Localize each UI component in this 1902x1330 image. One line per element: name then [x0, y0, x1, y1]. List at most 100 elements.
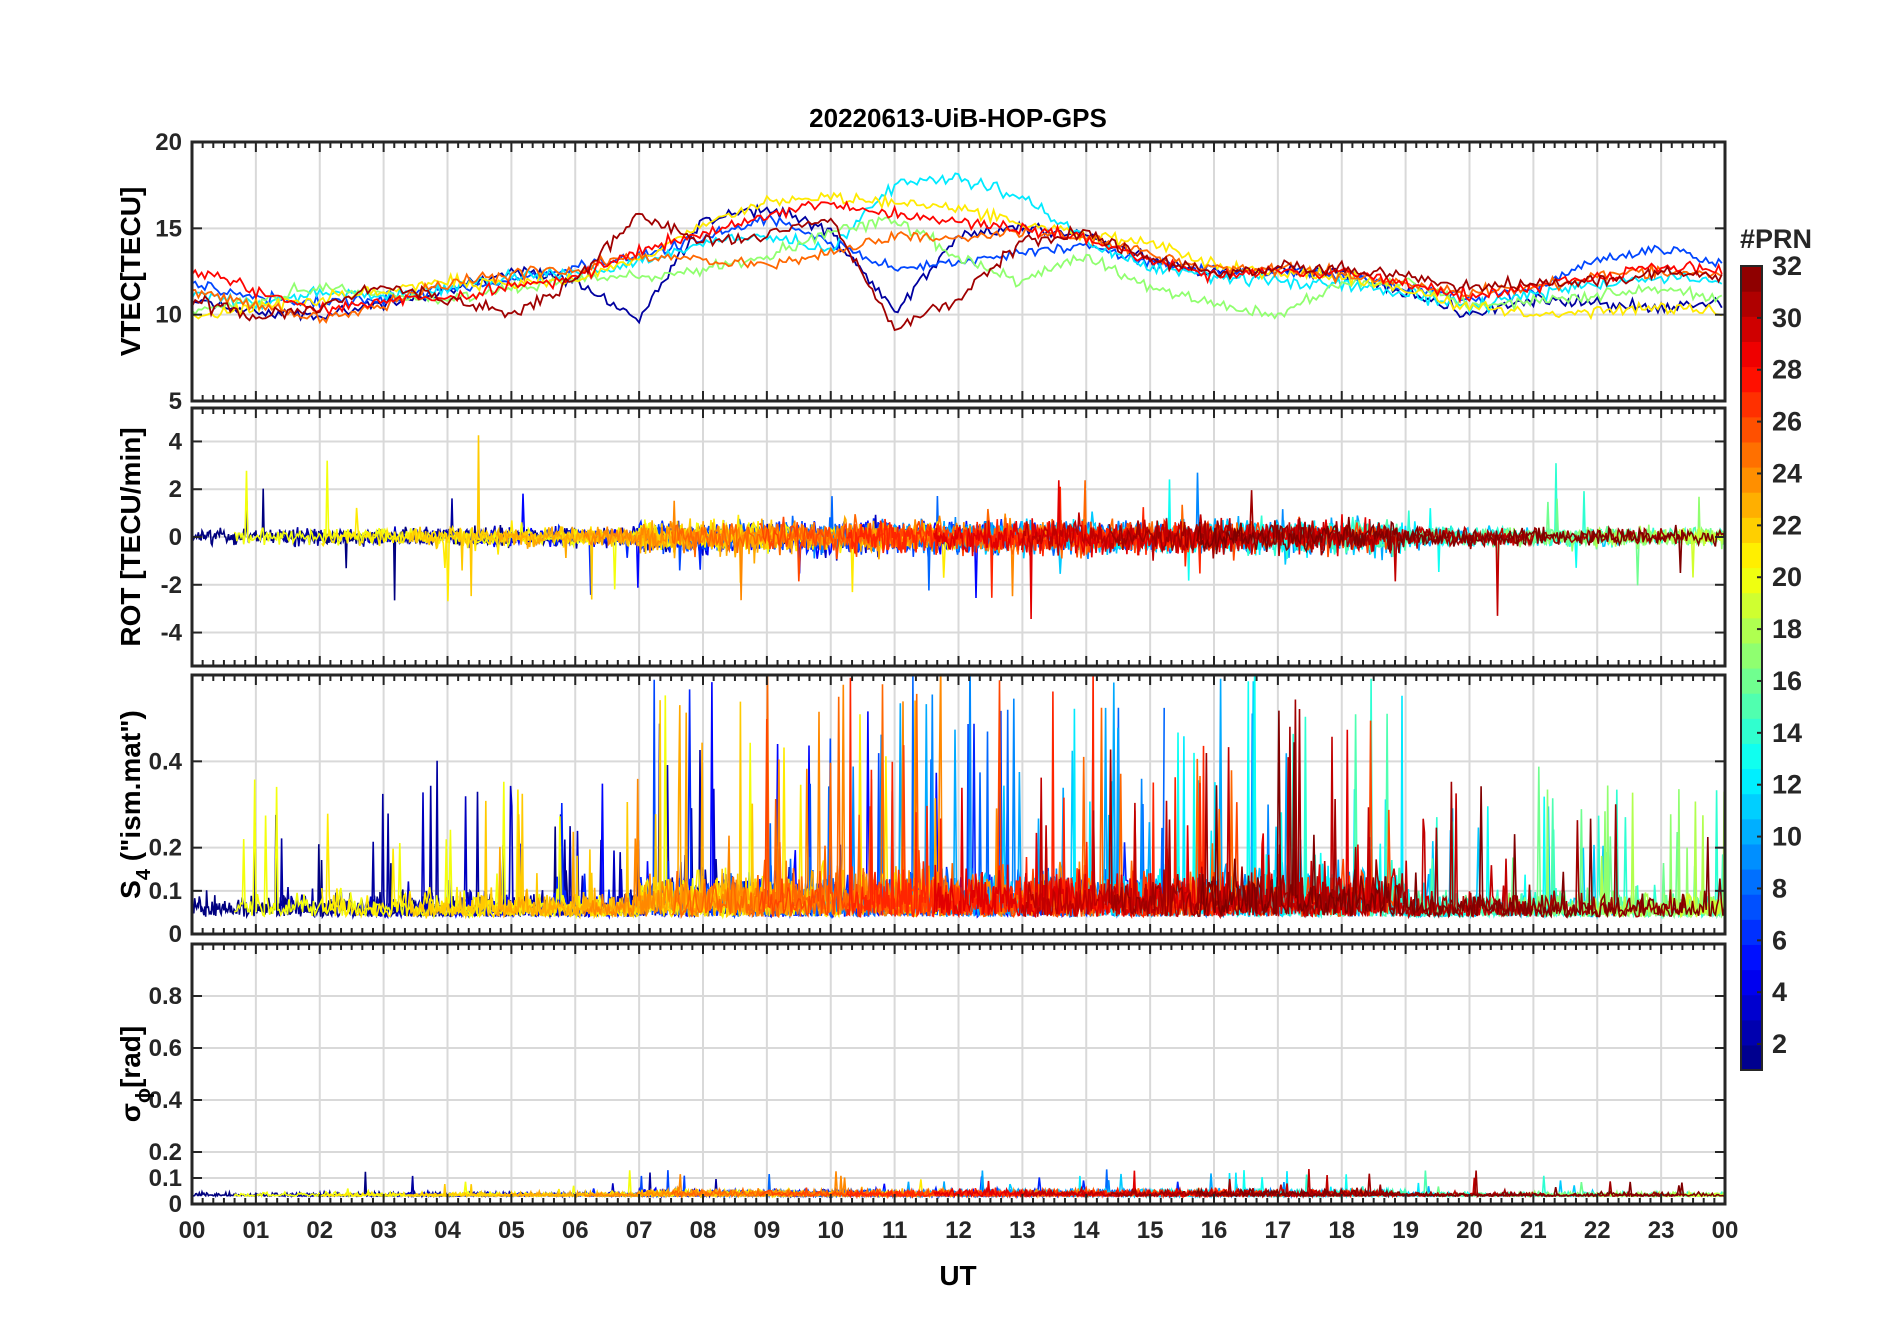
colorbar-swatch — [1741, 818, 1762, 845]
colorbar-swatch — [1741, 492, 1762, 518]
colorbar-tick-label: 30 — [1772, 303, 1802, 333]
colorbar-tick-label: 10 — [1772, 822, 1802, 852]
colorbar-tick-label: 14 — [1772, 718, 1802, 748]
colorbar-swatch — [1741, 266, 1762, 292]
x-tick-label: 14 — [1073, 1217, 1100, 1244]
panel-rot: -4 -2 0 2 4 ROT [TECU/min] — [115, 406, 1727, 668]
colorbar-swatch — [1741, 1044, 1762, 1071]
y-axis-label-vtec: VTEC[TECU] — [115, 187, 146, 357]
series-prn-31 — [192, 212, 1723, 332]
x-tick-label: 02 — [306, 1217, 333, 1244]
y-axis-label-s4: S4 ("ism.mat") — [115, 710, 155, 899]
x-tick-label: 01 — [243, 1217, 270, 1244]
colorbar-tick-label: 20 — [1772, 562, 1802, 592]
x-tick-label: 16 — [1201, 1217, 1228, 1244]
y-tick-label: 0.4 — [149, 748, 183, 775]
x-axis: 00 01 02 03 04 05 06 07 08 09 10 11 12 13 14 15 16 17 18 19… — [179, 1217, 1739, 1244]
colorbar-tick-label: 18 — [1772, 614, 1802, 644]
colorbar-swatch — [1741, 718, 1762, 744]
x-tick-label: 21 — [1520, 1217, 1547, 1244]
chart-title: 20220613-UiB-HOP-GPS — [809, 103, 1107, 133]
x-tick-label: 11 — [882, 1217, 907, 1244]
colorbar-swatch — [1741, 944, 1762, 971]
x-tick-label: 23 — [1648, 1217, 1675, 1244]
colorbar-tick-label: 24 — [1772, 458, 1802, 488]
colorbar-swatch — [1741, 467, 1762, 493]
series-group — [192, 172, 1723, 332]
x-tick-label: 04 — [434, 1217, 461, 1244]
colorbar-swatch — [1741, 416, 1762, 443]
series-prn-31 — [1108, 490, 1685, 559]
y-tick-label: -2 — [161, 572, 182, 599]
colorbar-frame — [1740, 265, 1763, 1071]
colorbar-tick-label: 2 — [1772, 1029, 1787, 1059]
panel-s4: 0 0.1 0.2 0.4S4 ("ism.mat") — [115, 673, 1727, 948]
colorbar-swatch — [1741, 517, 1762, 543]
series-prn-17 — [192, 216, 1723, 320]
x-tick-label: 15 — [1137, 1217, 1164, 1244]
y-tick-label: 0.6 — [149, 1035, 182, 1062]
colorbar-swatch — [1741, 869, 1762, 895]
colorbar-swatch — [1741, 768, 1762, 795]
colorbar-tick-label: 12 — [1772, 770, 1802, 800]
x-tick-label: 03 — [370, 1217, 397, 1244]
colorbar-swatch — [1741, 291, 1762, 317]
y-tick-label: 0.1 — [149, 1165, 182, 1192]
y-axis-label-sigphi: σϕ[rad] — [115, 1026, 155, 1122]
x-tick-label: 12 — [945, 1217, 972, 1244]
y-tick-label: 10 — [155, 302, 182, 329]
y-tick-label: 0 — [169, 524, 182, 551]
x-tick-label: 00 — [1712, 1217, 1739, 1244]
y-tick-label: 4 — [169, 428, 183, 455]
x-axis-label: UT — [939, 1260, 976, 1291]
colorbar-swatch — [1741, 391, 1762, 418]
x-tick-label: 18 — [1328, 1217, 1355, 1244]
colorbar-swatch — [1741, 366, 1762, 393]
colorbar-swatch — [1741, 316, 1762, 342]
colorbar-tick-label: 4 — [1772, 977, 1787, 1007]
colorbar-swatch — [1741, 592, 1762, 619]
series-prn-25 — [192, 226, 1723, 324]
series-prn-32 — [1196, 1181, 1725, 1199]
x-tick-label: 09 — [754, 1217, 781, 1244]
y-tick-label: 5 — [169, 388, 182, 415]
x-tick-label: 22 — [1584, 1217, 1611, 1244]
series-prn-32 — [1196, 710, 1725, 919]
series-prn-32 — [1196, 516, 1725, 574]
y-tick-label: 0.8 — [149, 983, 182, 1010]
y-axis-label-rot: ROT [TECU/min] — [115, 427, 146, 646]
y-tick-label: 20 — [155, 129, 182, 156]
series-group — [192, 435, 1725, 620]
colorbar-swatch — [1741, 843, 1762, 870]
colorbar-swatch — [1741, 341, 1762, 368]
colorbar-swatch — [1741, 668, 1762, 694]
colorbar-tick-label: 26 — [1772, 407, 1802, 437]
y-tick-label: 2 — [169, 476, 182, 503]
colorbar-swatch — [1741, 642, 1762, 669]
colorbar-swatch — [1741, 743, 1762, 770]
series-prn-28 — [192, 200, 1723, 317]
colorbar-swatch — [1741, 919, 1762, 945]
colorbar-swatch — [1741, 693, 1762, 719]
colorbar-tick-label: 22 — [1772, 510, 1802, 540]
colorbar-swatch — [1741, 1019, 1762, 1046]
colorbar-tick-label: 28 — [1772, 355, 1802, 385]
series-prn-22 — [408, 435, 794, 600]
colorbar-tick-label: 6 — [1772, 925, 1787, 955]
x-tick-label: 10 — [817, 1217, 844, 1244]
panel-sigphi: 00.10.2 0.4 0.6 0.8 σϕ[rad] — [115, 942, 1727, 1218]
x-tick-label: 08 — [690, 1217, 717, 1244]
colorbar-swatch — [1741, 441, 1762, 468]
x-tick-label: 07 — [626, 1217, 653, 1244]
y-tick-label: 0 — [169, 921, 182, 948]
y-tick-label: 15 — [155, 215, 182, 242]
y-tick-label: 0.1 — [149, 878, 182, 905]
colorbar-tick-label: 16 — [1772, 666, 1802, 696]
colorbar-swatch — [1741, 617, 1762, 644]
x-tick-label: 00 — [179, 1217, 206, 1244]
y-tick-label: 0 — [169, 1191, 182, 1218]
colorbar-swatch — [1741, 567, 1762, 594]
x-tick-label: 13 — [1009, 1217, 1036, 1244]
